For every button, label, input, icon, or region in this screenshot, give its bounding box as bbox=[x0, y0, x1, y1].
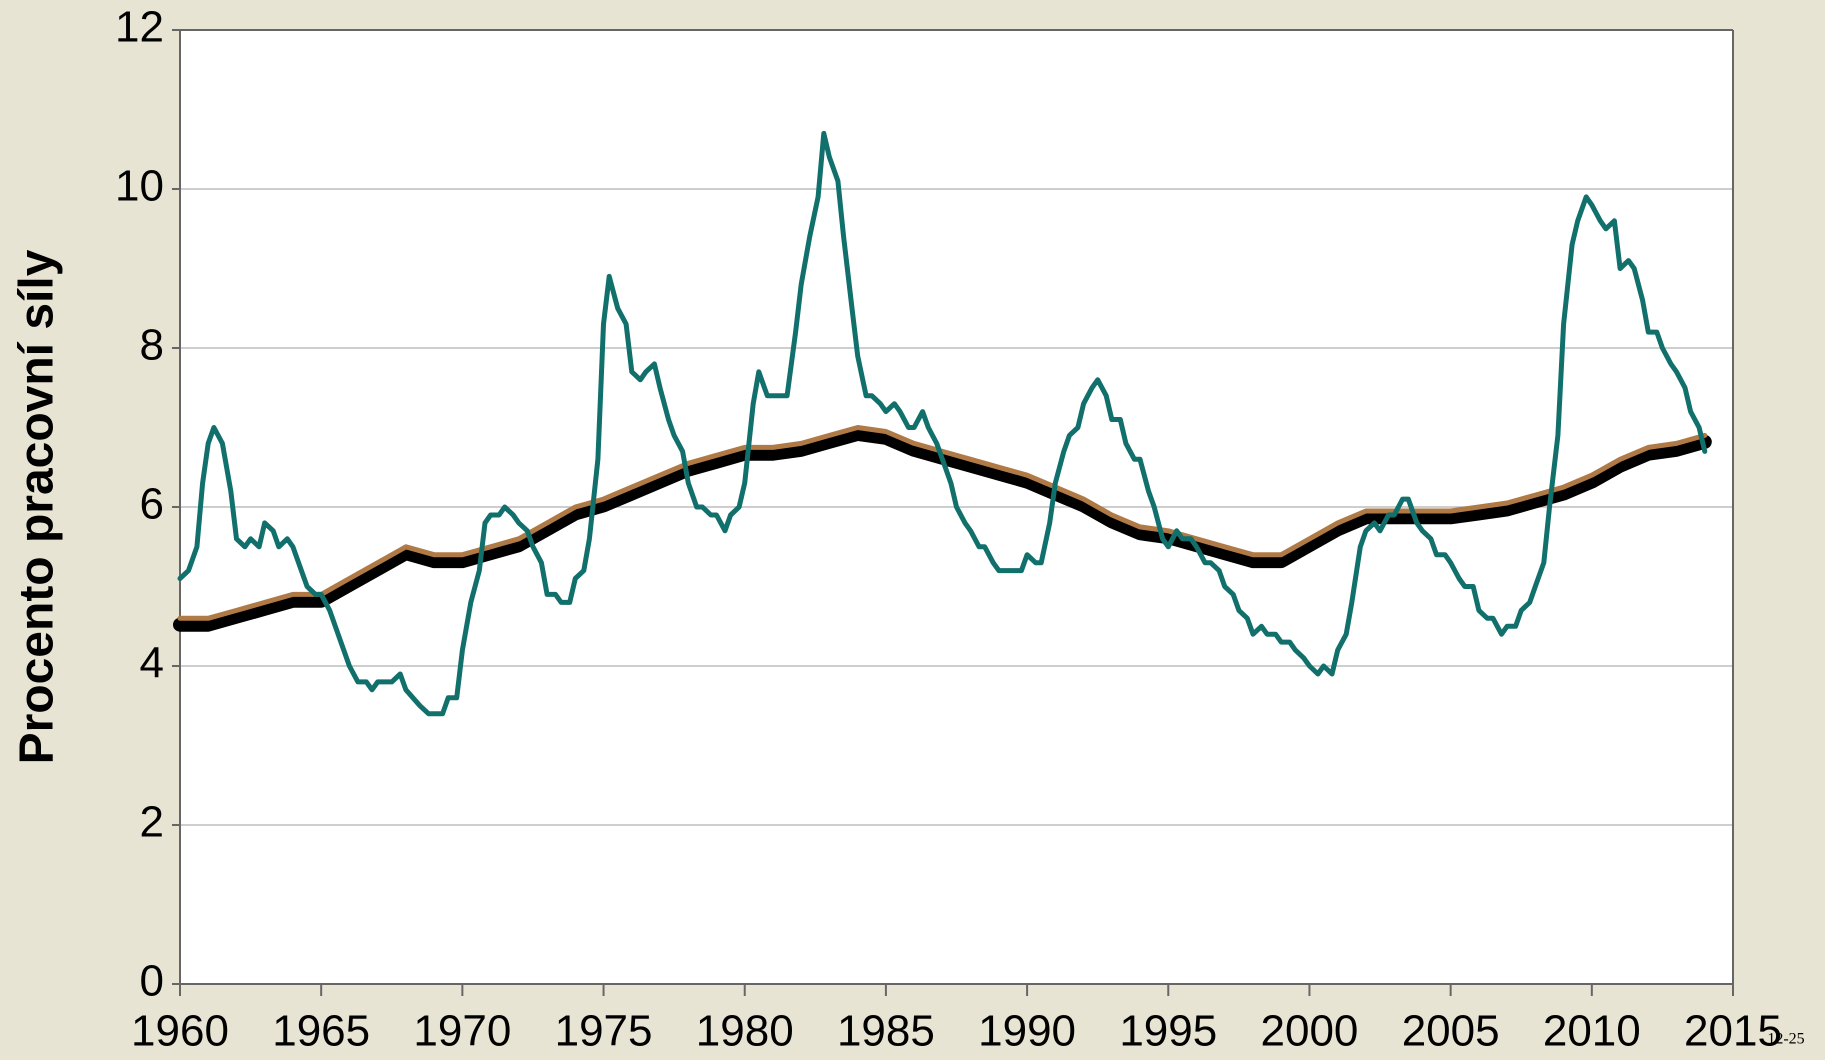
y-tick-label: 0 bbox=[140, 957, 164, 1006]
x-tick-label: 1975 bbox=[555, 1007, 653, 1056]
x-tick-label: 2000 bbox=[1261, 1007, 1359, 1056]
y-tick-label: 12 bbox=[115, 3, 164, 52]
series-line bbox=[177, 425, 1708, 621]
x-tick-label: 2005 bbox=[1402, 1007, 1500, 1056]
x-tick-label: 1965 bbox=[272, 1007, 370, 1056]
x-tick-label: 1980 bbox=[696, 1007, 794, 1056]
x-tick-label: 2010 bbox=[1543, 1007, 1641, 1056]
y-tick-label: 8 bbox=[140, 321, 164, 370]
series-line bbox=[177, 130, 1708, 717]
y-tick-label: 4 bbox=[140, 639, 164, 688]
y-tick-label: 6 bbox=[140, 480, 164, 529]
x-tick-label: 1970 bbox=[413, 1007, 511, 1056]
x-tick-label: 2015 bbox=[1684, 1007, 1782, 1056]
x-tick-label: 1985 bbox=[837, 1007, 935, 1056]
page-number: 12-25 bbox=[1767, 1031, 1804, 1048]
y-tick-label: 10 bbox=[115, 162, 164, 211]
x-tick-label: 1995 bbox=[1119, 1007, 1217, 1056]
x-tick-label: 1990 bbox=[978, 1007, 1076, 1056]
y-tick-label: 2 bbox=[140, 798, 164, 847]
y-axis-label: Procento pracovní síly bbox=[11, 249, 64, 764]
x-tick-label: 1960 bbox=[131, 1007, 229, 1056]
